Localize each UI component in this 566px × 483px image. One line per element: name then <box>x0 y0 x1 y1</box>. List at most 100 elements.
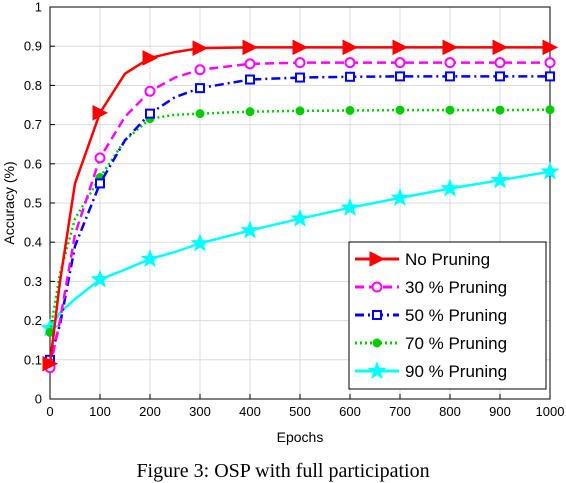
data-point <box>495 105 505 115</box>
data-point <box>394 57 406 69</box>
x-tick-label: 500 <box>289 404 311 419</box>
x-tick-label: 1000 <box>536 404 565 419</box>
data-point <box>345 71 355 82</box>
data-point <box>292 39 309 56</box>
data-point <box>492 39 509 56</box>
data-point <box>445 105 455 115</box>
y-axis-title: Accuracy (%) <box>1 161 17 244</box>
data-point <box>295 106 305 116</box>
series-3 <box>45 105 555 337</box>
data-point <box>390 187 410 206</box>
data-point <box>142 50 159 66</box>
data-point <box>242 39 259 56</box>
data-point <box>194 64 206 76</box>
data-point <box>445 71 455 82</box>
data-point <box>344 57 356 69</box>
legend-marker <box>369 251 386 267</box>
data-point <box>240 220 260 239</box>
y-tick-label: 0.2 <box>24 313 42 328</box>
y-tick-label: 0.5 <box>24 196 42 211</box>
x-tick-label: 100 <box>89 404 111 419</box>
legend-label: 90 % Pruning <box>405 362 507 381</box>
data-point <box>245 107 255 117</box>
data-point <box>42 355 59 372</box>
series-line <box>48 108 551 333</box>
data-point <box>545 105 555 115</box>
legend-label: No Pruning <box>405 250 490 269</box>
legend-label: 30 % Pruning <box>405 278 507 297</box>
data-point <box>540 161 560 180</box>
data-point <box>294 57 306 69</box>
data-point <box>442 39 459 56</box>
y-tick-label: 0.1 <box>24 352 42 367</box>
x-tick-label: 200 <box>139 404 161 419</box>
data-point <box>90 269 110 288</box>
x-tick-label: 900 <box>489 404 511 419</box>
data-point <box>440 178 460 197</box>
data-point <box>494 57 506 69</box>
x-tick-label: 400 <box>239 404 261 419</box>
data-point <box>145 108 155 119</box>
series-2 <box>45 71 555 365</box>
x-axis-title: Epochs <box>277 429 324 445</box>
legend-marker <box>367 361 387 380</box>
x-tick-label: 700 <box>389 404 411 419</box>
y-tick-label: 0 <box>35 392 42 407</box>
legend-label: 70 % Pruning <box>405 334 507 353</box>
data-point <box>542 39 559 56</box>
y-tick-label: 0.9 <box>24 39 42 54</box>
series-4 <box>40 161 560 337</box>
data-point <box>392 39 409 56</box>
y-tick-label: 0.4 <box>24 235 42 250</box>
data-point <box>190 233 210 252</box>
x-axis: 0 100 200 300 400 500 600 700 800 900 1000 <box>46 394 564 419</box>
legend-item: 70 % Pruning <box>355 334 507 353</box>
data-point <box>95 178 105 189</box>
legend-marker <box>371 281 383 293</box>
y-tick-label: 0.3 <box>24 274 42 289</box>
data-point <box>490 170 510 189</box>
data-point <box>345 105 355 115</box>
data-point <box>545 71 555 82</box>
legend-marker <box>372 338 382 348</box>
data-point <box>245 74 255 85</box>
series-0 <box>42 39 559 372</box>
legend-item: 50 % Pruning <box>355 306 507 325</box>
data-point <box>295 72 305 83</box>
y-tick-label: 1 <box>35 0 42 15</box>
legend-item: 90 % Pruning <box>355 361 507 381</box>
data-point <box>395 71 405 82</box>
data-point <box>195 109 205 119</box>
figure-caption: Figure 3: OSP with full participation <box>136 460 430 482</box>
legend-marker <box>372 310 382 320</box>
data-point <box>144 85 156 97</box>
y-axis: 0 0.1 0.2 0.3 0.4 0.5 0.6 0.7 0.8 0.9 1 <box>24 0 55 407</box>
series-1 <box>44 57 556 374</box>
data-point <box>342 39 359 56</box>
y-tick-label: 0.8 <box>24 78 42 93</box>
data-point <box>195 83 205 94</box>
data-point <box>495 71 505 82</box>
data-point <box>395 105 405 115</box>
y-tick-label: 0.6 <box>24 156 42 171</box>
data-point <box>94 152 106 164</box>
y-tick-label: 0.7 <box>24 117 42 132</box>
x-tick-label: 0 <box>46 404 53 419</box>
data-point <box>140 249 160 268</box>
data-point <box>92 105 109 121</box>
legend-item: No Pruning <box>355 250 490 269</box>
series-layer <box>40 39 560 374</box>
data-point <box>544 57 556 69</box>
data-point <box>340 197 360 216</box>
x-tick-label: 600 <box>339 404 361 419</box>
data-point <box>244 58 256 70</box>
x-tick-label: 800 <box>439 404 461 419</box>
legend-label: 50 % Pruning <box>405 306 507 325</box>
legend: No Pruning 30 % Pruning 50 % Pruning 70 % P… <box>348 241 547 390</box>
data-point <box>290 208 310 227</box>
legend-item: 30 % Pruning <box>355 278 507 297</box>
data-point <box>192 40 209 56</box>
x-tick-label: 300 <box>189 404 211 419</box>
data-point <box>444 57 456 69</box>
